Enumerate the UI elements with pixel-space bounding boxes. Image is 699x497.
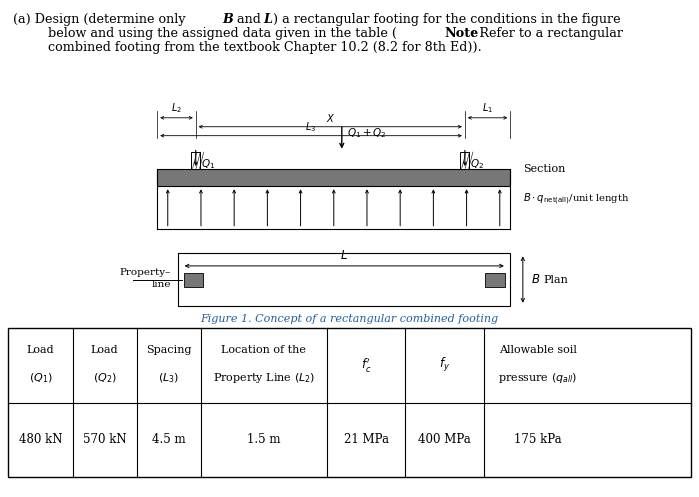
Text: Property–: Property–: [120, 268, 171, 277]
Bar: [8, 328, 691, 477]
Bar: [178, 253, 510, 306]
Text: Load: Load: [91, 345, 118, 355]
Text: pressure $(q_{all})$: pressure $(q_{all})$: [498, 371, 577, 385]
Text: 21 MPa: 21 MPa: [344, 433, 389, 446]
Text: $(Q_1)$: $(Q_1)$: [29, 371, 52, 385]
Text: Load: Load: [27, 345, 55, 355]
Text: 400 MPa: 400 MPa: [418, 433, 471, 446]
Text: 1.5 m: 1.5 m: [247, 433, 280, 446]
Text: (a) Design (determine only: (a) Design (determine only: [13, 13, 189, 26]
Text: 480 kN: 480 kN: [19, 433, 62, 446]
Text: L: L: [264, 13, 273, 26]
Text: $L_1$: $L_1$: [482, 101, 493, 115]
Text: $Q_1 + Q_2$: $Q_1 + Q_2$: [347, 126, 387, 140]
FancyBboxPatch shape: [157, 169, 510, 186]
Text: and: and: [233, 13, 265, 26]
Text: : Refer to a rectangular: : Refer to a rectangular: [471, 27, 623, 40]
Text: line: line: [152, 280, 171, 289]
Text: $Q_2$: $Q_2$: [470, 157, 484, 171]
Text: 4.5 m: 4.5 m: [152, 433, 185, 446]
Text: $L_3$: $L_3$: [305, 120, 317, 134]
Bar: [485, 272, 505, 286]
Text: $X$: $X$: [326, 112, 335, 124]
Text: B: B: [222, 13, 233, 26]
Text: combined footing from the textbook Chapter 10.2 (8.2 for 8th Ed)).: combined footing from the textbook Chapt…: [48, 41, 482, 54]
Bar: [461, 152, 470, 169]
Text: Section: Section: [523, 164, 565, 174]
Text: $f_c'$: $f_c'$: [361, 356, 371, 374]
Text: Figure 1. Concept of a rectangular combined footing: Figure 1. Concept of a rectangular combi…: [201, 314, 498, 324]
Bar: [184, 272, 203, 286]
Text: $L$: $L$: [340, 249, 348, 262]
Text: below and using the assigned data given in the table (: below and using the assigned data given …: [48, 27, 396, 40]
Text: $(Q_2)$: $(Q_2)$: [93, 371, 117, 385]
Text: Spacing: Spacing: [146, 345, 192, 355]
Text: $f_y$: $f_y$: [439, 356, 450, 374]
Text: 570 kN: 570 kN: [82, 433, 127, 446]
Text: $L_2$: $L_2$: [171, 101, 182, 115]
Text: ) a rectangular footing for the conditions in the figure: ) a rectangular footing for the conditio…: [273, 13, 620, 26]
Text: $B$: $B$: [531, 273, 540, 286]
Text: Location of the: Location of the: [222, 345, 306, 355]
Bar: [192, 152, 201, 169]
Text: Allowable soil: Allowable soil: [499, 345, 577, 355]
Text: Note: Note: [445, 27, 479, 40]
Text: $B \cdot q_{\mathrm{net(all)}}$/unit length: $B \cdot q_{\mathrm{net(all)}}$/unit len…: [523, 191, 629, 207]
Text: Property Line $(L_2)$: Property Line $(L_2)$: [212, 371, 315, 385]
Text: 175 kPa: 175 kPa: [514, 433, 561, 446]
Text: Plan: Plan: [544, 274, 569, 285]
Text: $Q_1$: $Q_1$: [201, 157, 215, 171]
Text: $(L_3)$: $(L_3)$: [158, 371, 180, 385]
